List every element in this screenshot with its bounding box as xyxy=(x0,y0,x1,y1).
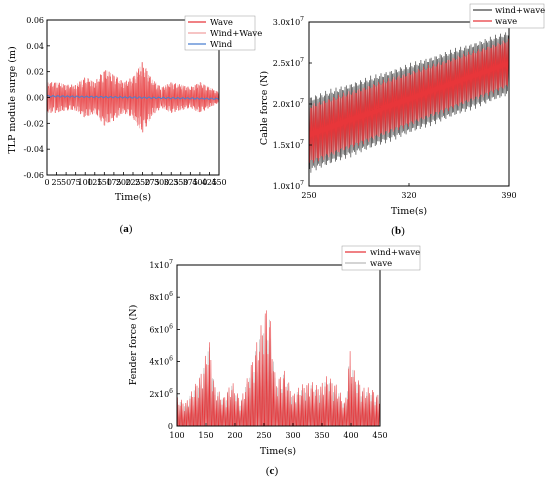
panel-a-xtick-label: 125 xyxy=(87,178,102,187)
panel-a-xtick-label: 50 xyxy=(61,178,71,187)
panel-b-ytick-label: 1.5x107 xyxy=(273,139,304,150)
panel-a-ytick-label: 0.02 xyxy=(26,68,44,77)
panel-c-ytick-label: 6x106 xyxy=(149,323,173,334)
panel-c-ytick-label: 4x106 xyxy=(149,356,173,367)
panel-a-xtick-label: 250 xyxy=(135,178,150,187)
panel-c-series-wave xyxy=(176,315,381,427)
panel-c-xtick-label: 100 xyxy=(169,431,184,440)
panel-b-xlabel: Time(s) xyxy=(391,206,427,217)
panel-b-ytick-label: 1.0x107 xyxy=(273,180,304,191)
panel-a-plot-series xyxy=(46,62,220,133)
panel-a-xtick-label: 325 xyxy=(164,178,179,187)
panel-a-xtick-label: 450 xyxy=(211,178,226,187)
panel-b-series-wave xyxy=(308,38,510,163)
panel-c-xlabel: Time(s) xyxy=(260,446,296,457)
panel-c-xtick-label: 150 xyxy=(198,431,213,440)
panel-b-ylabel: Cable force (N) xyxy=(259,71,270,145)
panel-b-y-ticks: 3.0x107 2.5x107 2.0x107 1.5x107 1.0x107 xyxy=(273,16,312,191)
panel-a-xtick-label: 150 xyxy=(97,178,112,187)
panel-b-xtick-label: 390 xyxy=(501,191,516,200)
panel-b-xtick-label: 320 xyxy=(401,191,416,200)
panel-b-ytick-label: 3.0x107 xyxy=(273,16,304,27)
panel-a-ylabel: TLP module surge (m) xyxy=(7,46,18,153)
panel-a-legend-windwave: Wind+Wave xyxy=(210,29,262,39)
panel-c-xtick-label: 450 xyxy=(372,431,387,440)
panel-a-xtick-label: 175 xyxy=(106,178,121,187)
panel-a-xtick-label: 100 xyxy=(78,178,93,187)
panel-a-xtick-label: 350 xyxy=(173,178,188,187)
panel-b-ytick-label: 2.5x107 xyxy=(273,57,304,68)
panel-c-legend-windwave: wind+wave xyxy=(370,248,420,258)
panel-a-xtick-label: 0 xyxy=(44,178,49,187)
panel-b-legend: wind+wave wave xyxy=(469,3,545,29)
panel-a-ytick-label: 0.00 xyxy=(26,94,44,103)
panel-b-legend-windwave: wind+wave xyxy=(495,6,545,16)
panel-a-ytick-label: 0.04 xyxy=(26,42,44,51)
panel-a-xtick-label: 225 xyxy=(125,178,140,187)
panel-a-xtick-label: 425 xyxy=(202,178,217,187)
panel-c-x-ticks: 100 150 200 250 300 350 400 450 xyxy=(169,423,388,440)
panel-b-x-ticks: 250 320 390 xyxy=(301,183,517,200)
panel-a-legend-wind: Wind xyxy=(210,40,233,50)
panel-a-ytick-label: 0.06 xyxy=(26,16,44,25)
panel-c-xtick-label: 300 xyxy=(285,431,300,440)
panel-c-ylabel: Fender force (N) xyxy=(128,305,139,386)
panel-b-plot-series xyxy=(308,32,510,173)
panel-c-xtick-label: 200 xyxy=(227,431,242,440)
panel-a-xtick-label: 25 xyxy=(51,178,61,187)
panel-a: 0.060.040.020.00-0.02-0.04-0.06 0 25 50 751… xyxy=(7,15,262,235)
panel-a-ytick-label: -0.04 xyxy=(23,145,44,154)
panel-b-legend-box xyxy=(469,3,545,29)
panel-b-ytick-label: 2.0x107 xyxy=(273,98,304,109)
panel-c-xtick-label: 250 xyxy=(256,431,271,440)
panel-a-xlabel: Time(s) xyxy=(115,192,151,203)
panel-b-xtick-label: 250 xyxy=(301,191,316,200)
panel-c-plot-series xyxy=(176,310,381,427)
panel-a-series-wind xyxy=(46,94,220,100)
panel-a-xtick-label: 300 xyxy=(154,178,169,187)
panel-c-ytick-label: 2x106 xyxy=(149,388,173,399)
panel-a-xtick-label: 75 xyxy=(71,178,81,187)
panel-c-ytick-label: 1x107 xyxy=(149,259,173,270)
panel-c: 1x107 8x106 6x106 4x106 2x106 0 100 150 200 250 3… xyxy=(128,245,421,477)
panel-a-legend-wave: Wave xyxy=(210,18,233,28)
panel-a-xtick-label: 275 xyxy=(144,178,159,187)
panel-c-ytick-label: 0 xyxy=(168,422,173,431)
panel-a-ytick-label: -0.02 xyxy=(23,119,44,128)
panel-a-xtick-label: 200 xyxy=(116,178,131,187)
panel-a-x-ticks: 0 25 50 75100125150175200225250275300325350… xyxy=(44,172,227,187)
panel-c-legend-wave: wave xyxy=(370,259,392,269)
panel-a-ytick-label: -0.06 xyxy=(23,171,44,180)
panel-a-caption: (a) xyxy=(120,223,133,235)
panel-c-frame xyxy=(176,264,381,427)
panel-c-caption: (c) xyxy=(266,465,279,477)
panel-b-caption: (b) xyxy=(391,225,405,237)
panel-b-legend-wave: wave xyxy=(495,17,517,27)
panel-a-legend: Wave Wind+Wave Wind xyxy=(184,15,262,51)
panel-c-legend-box xyxy=(341,245,421,271)
panel-a-y-ticks: 0.06 0.04 0.02 0.00 -0.02 -0.04 -0.06 xyxy=(23,16,50,180)
panel-c-y-ticks: 1x107 8x106 6x106 4x106 2x106 0 xyxy=(149,259,180,431)
panel-c-legend: wind+wave wave xyxy=(341,245,421,271)
panel-a-xtick-label: 375 xyxy=(183,178,198,187)
panel-c-xtick-label: 400 xyxy=(343,431,358,440)
panel-c-ytick-label: 8x106 xyxy=(149,291,173,302)
panel-c-xtick-label: 350 xyxy=(314,431,329,440)
panel-a-xtick-label: 400 xyxy=(192,178,207,187)
